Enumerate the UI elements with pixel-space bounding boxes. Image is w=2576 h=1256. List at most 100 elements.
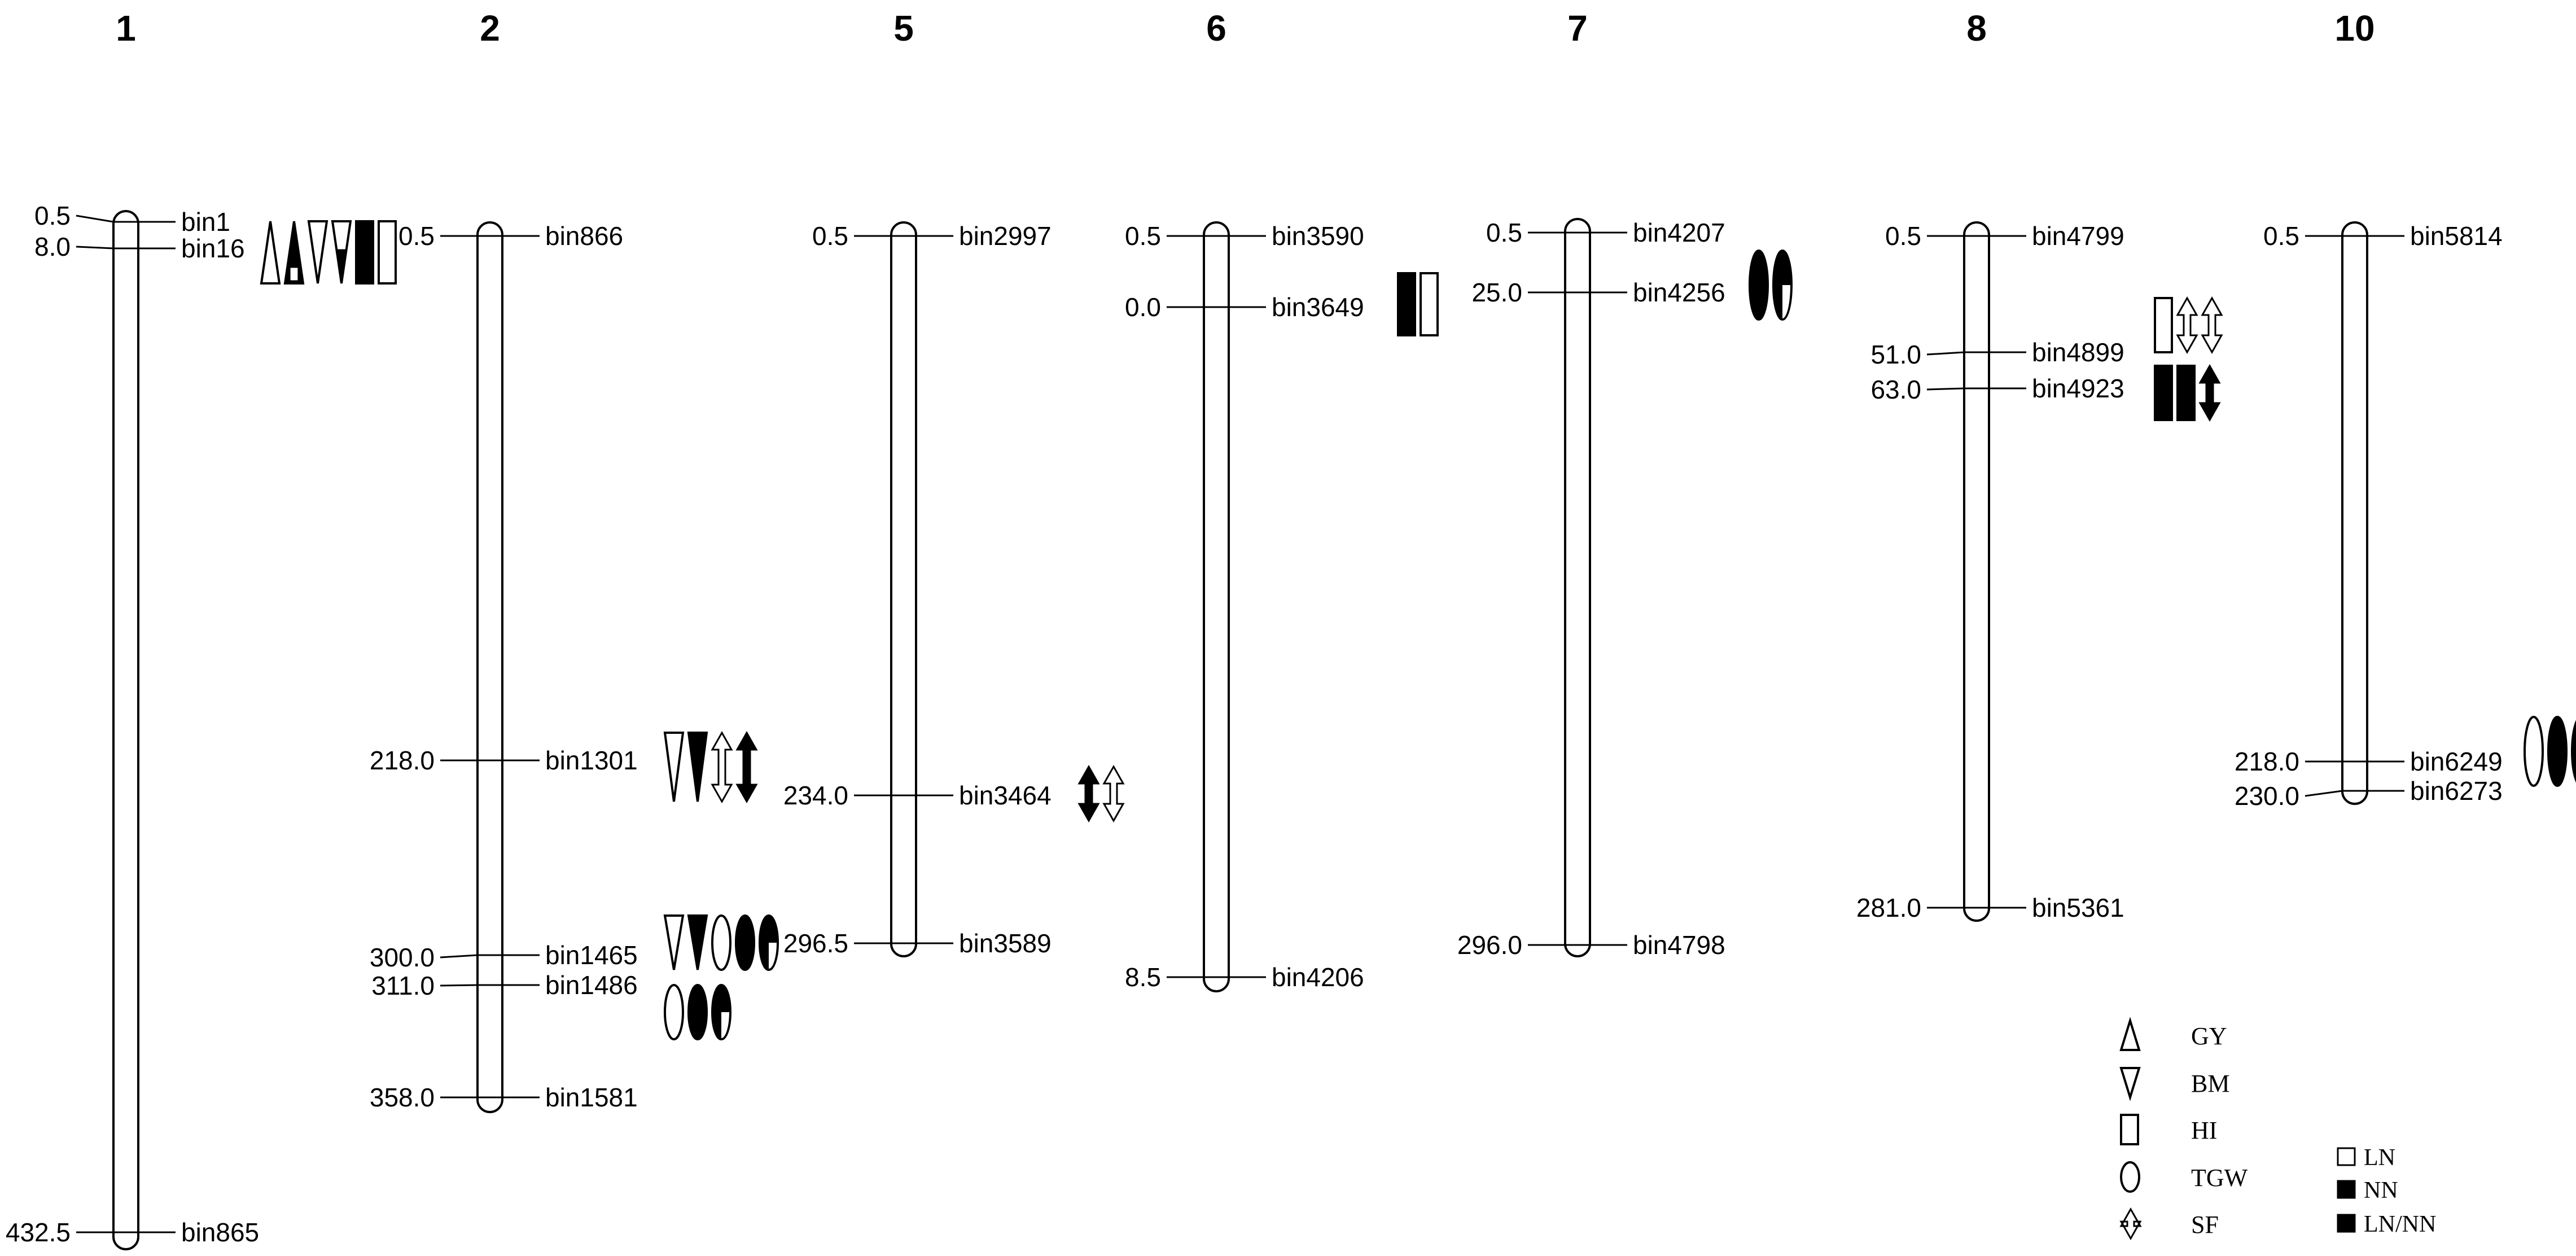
bm-triangle-icon (687, 732, 708, 802)
marker-bin-label: bin16 (181, 234, 245, 263)
marker-bin-label: bin4206 (1272, 962, 1364, 992)
legend-condition-ln-nn: LN/NN (2337, 1211, 2436, 1237)
marker-bin4899: 51.0 bin4899 (1870, 338, 2124, 369)
sf-double-arrow-icon (1102, 764, 1125, 823)
marker-line (440, 984, 540, 987)
marker-bin-label: bin6249 (2410, 747, 2503, 776)
marker-bin-label: bin1 (181, 207, 230, 237)
marker-line (440, 954, 540, 959)
hi-rect-icon (1420, 272, 1439, 336)
marker-position: 0.5 (2263, 221, 2299, 251)
marker-line (2305, 790, 2404, 797)
tgw-ellipse-icon (735, 914, 755, 971)
chromosome-5: 5 0.5 bin2997 234.0 bin3464 296.5 bin3589 (783, 8, 1125, 958)
marker-position: 0.5 (1486, 218, 1522, 247)
marker-bin5361: 281.0 bin5361 (1856, 893, 2124, 922)
chromosome-bar (476, 221, 503, 1113)
marker-bin-label: bin4899 (2032, 338, 2124, 367)
hi-rect-icon (2154, 365, 2173, 421)
marker-position: 230.0 (2235, 781, 2299, 811)
chromosome-number-5: 5 (893, 8, 914, 49)
marker-position: 311.0 (371, 971, 435, 1000)
qtl-sf-ln-icon (2119, 1207, 2142, 1241)
bm-triangle-icon (2119, 1067, 2141, 1101)
qtl-gy-ln-icon (260, 221, 281, 285)
marker-bin865: 432.5 bin865 (6, 1218, 259, 1247)
qtl-tgw-ln-icon (664, 984, 684, 1040)
marker-bin3649: 0.0 bin3649 (1125, 292, 1364, 322)
chromosome-number-2: 2 (480, 8, 500, 49)
marker-bin4256: 25.0 bin4256 (1471, 278, 1725, 307)
qtl-sf-nn-icon (1077, 764, 1100, 823)
qtl-hi-ln-icon (378, 220, 397, 285)
legend-label: TGW (2191, 1164, 2248, 1192)
marker-position: 300.0 (370, 943, 435, 972)
marker-bin6273: 230.0 bin6273 (2235, 776, 2503, 811)
marker-bin-label: bin865 (181, 1218, 259, 1247)
bm-triangle-icon (307, 220, 328, 284)
marker-bin-label: bin3649 (1272, 292, 1364, 322)
chromosome-8: 8 0.5 bin4799 51.0 bin4899 63.0 bin4923 281.0 bi… (1856, 8, 2223, 922)
marker-bin1486: 311.0 bin1486 (371, 970, 637, 1000)
marker-bin1301: 218.0 bin1301 (370, 746, 638, 775)
chromosome-10: 10 0.5 bin5814 218.0 bin6249 230.0 bin6273 (2235, 8, 2576, 811)
qtl-cluster-bin6249 (2524, 716, 2576, 787)
marker-bin6249: 218.0 bin6249 (2235, 747, 2503, 776)
chromosome-6: 6 0.5 bin3590 0.0 bin3649 8.5 bin4206 (1125, 8, 1439, 992)
qtl-tgw-ln-icon (711, 914, 731, 971)
tgw-ellipse-icon (2120, 1161, 2140, 1193)
tgw-quarter-open (1782, 285, 1790, 318)
legend-label: GY (2191, 1022, 2227, 1050)
marker-bin-label: bin3464 (959, 781, 1052, 810)
marker-bin1581: 358.0 bin1581 (370, 1083, 638, 1112)
marker-position: 0.5 (1125, 221, 1161, 251)
tgw-ellipse-icon (2571, 720, 2576, 783)
marker-line (76, 246, 176, 250)
chromosome-bar (1564, 218, 1591, 957)
hi-rect-icon (378, 220, 397, 285)
marker-position: 25.0 (1471, 278, 1522, 307)
sf-double-arrow-icon (2201, 296, 2223, 355)
marker-bin-label: bin1301 (545, 746, 638, 775)
legend-item-sf: SF (2119, 1207, 2219, 1241)
marker-bin-label: bin3590 (1272, 221, 1364, 251)
qtl-gy-ln-icon (2119, 1017, 2141, 1051)
chromosome-number-6: 6 (1206, 8, 1226, 49)
gy-triangle-icon (260, 221, 281, 285)
marker-bin1: 0.5 bin1 (34, 201, 230, 237)
legend: GY BM HI TGW SF LN NN LN/NN (2119, 1017, 2436, 1241)
legend-condition-nn: NN (2337, 1178, 2398, 1204)
marker-bin4799: 0.5 bin4799 (1885, 221, 2124, 251)
marker-position: 234.0 (783, 781, 848, 810)
marker-bin-label: bin6273 (2410, 776, 2503, 806)
marker-position: 218.0 (370, 746, 435, 775)
marker-position: 0.0 (1125, 292, 1161, 322)
marker-bin-label: bin4923 (2032, 374, 2124, 403)
marker-bin4207: 0.5 bin4207 (1486, 218, 1725, 247)
qtl-cluster-bin1486 (664, 984, 731, 1040)
qtl-bm-ln-icon (307, 220, 328, 284)
marker-bin-label: bin1581 (545, 1083, 638, 1112)
tgw-quarter-open (721, 1012, 729, 1038)
marker-position: 432.5 (6, 1218, 71, 1247)
chromosome-number-8: 8 (1966, 8, 1987, 49)
gy-triangle-icon (283, 221, 305, 285)
marker-position: 281.0 (1856, 893, 1921, 922)
qtl-bm-nn-icon (687, 914, 708, 970)
marker-bin-label: bin4207 (1633, 218, 1725, 247)
tgw-ellipse-icon (711, 914, 731, 971)
qtl-cluster-bin4256 (1749, 250, 1793, 321)
marker-bin3590: 0.5 bin3590 (1125, 221, 1364, 251)
qtl-cluster-bin4923 (2154, 364, 2221, 422)
marker-bin3464: 234.0 bin3464 (783, 781, 1052, 810)
hi-rect-icon (1397, 272, 1416, 336)
qtl-cluster-bin16 (260, 220, 397, 285)
legend-item-tgw: TGW (2120, 1161, 2248, 1193)
qtl-bm-ln-icon (2119, 1067, 2141, 1101)
tgw-ellipse-icon (1749, 250, 1769, 321)
qtl-tgw-nn-icon (2547, 716, 2568, 787)
marker-position: 0.5 (1885, 221, 1921, 251)
chromosome-1: 1 0.5 bin1 8.0 bin16 432.5 bin865 (6, 8, 397, 1250)
marker-position: 63.0 (1870, 375, 1921, 404)
marker-position: 51.0 (1870, 340, 1921, 369)
